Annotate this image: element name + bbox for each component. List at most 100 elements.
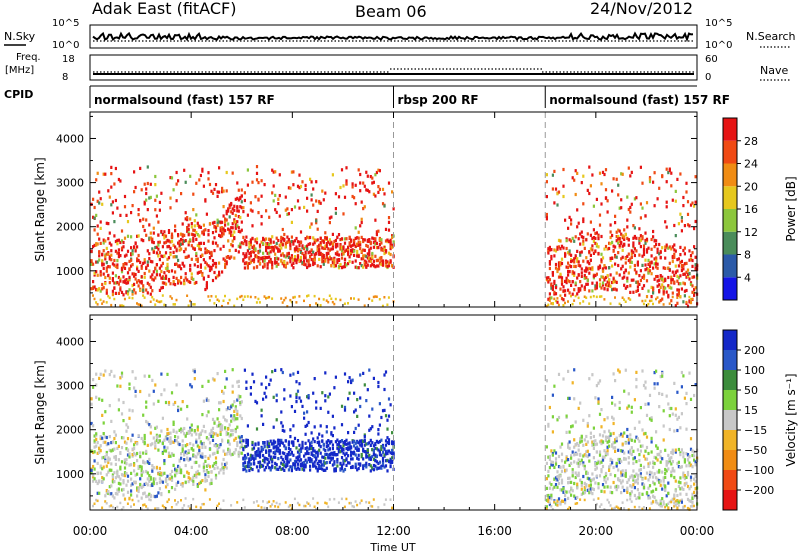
data-cell: [222, 205, 225, 209]
data-cell: [139, 454, 142, 459]
data-cell: [195, 438, 198, 442]
data-cell: [328, 238, 331, 242]
data-cell: [362, 256, 365, 261]
data-cell: [98, 258, 101, 262]
data-cell: [565, 238, 568, 243]
data-cell: [207, 398, 210, 403]
data-cell: [567, 288, 570, 292]
data-cell: [656, 458, 659, 462]
data-cell: [571, 424, 574, 428]
data-cell: [116, 251, 119, 255]
ground-scatter-cell: [612, 507, 615, 510]
data-cell: [227, 209, 230, 213]
data-cell: [676, 177, 679, 181]
data-cell: [126, 490, 130, 494]
data-cell: [263, 468, 266, 472]
data-cell: [107, 222, 110, 226]
data-cell: [98, 250, 101, 254]
data-cell: [618, 243, 621, 247]
data-cell: [614, 245, 617, 249]
data-cell: [347, 262, 350, 266]
data-cell: [348, 376, 351, 380]
data-cell: [570, 454, 573, 458]
data-cell: [262, 265, 265, 269]
data-cell: [556, 300, 559, 304]
ground-scatter-cell: [328, 498, 331, 501]
ground-scatter-cell: [319, 304, 322, 307]
data-cell: [248, 241, 251, 245]
data-cell: [679, 245, 682, 249]
data-cell: [608, 241, 611, 245]
data-cell: [249, 454, 252, 458]
data-cell: [101, 413, 104, 417]
ground-scatter-cell: [303, 504, 305, 508]
data-cell: [163, 271, 166, 275]
data-cell: [554, 460, 558, 464]
data-cell: [151, 277, 154, 281]
data-cell: [351, 451, 354, 455]
data-cell: [187, 233, 190, 237]
data-cell: [225, 452, 228, 456]
data-cell: [627, 441, 630, 445]
data-cell: [111, 200, 114, 204]
data-cell: [551, 302, 554, 306]
data-cell: [175, 170, 178, 175]
data-cell: [356, 445, 359, 449]
data-cell: [354, 465, 357, 470]
data-cell: [262, 422, 265, 426]
data-cell: [632, 461, 635, 465]
data-cell: [268, 382, 271, 387]
data-cell: [655, 500, 658, 504]
data-cell: [293, 459, 297, 463]
data-cell: [155, 245, 158, 249]
data-cell: [371, 454, 374, 459]
data-cell: [391, 243, 394, 247]
data-cell: [233, 409, 236, 413]
data-cell: [658, 452, 661, 456]
data-cell: [254, 442, 257, 446]
data-cell: [128, 455, 131, 459]
data-cell: [315, 458, 318, 462]
data-cell: [133, 274, 136, 278]
data-cell: [606, 280, 609, 284]
data-cell: [122, 293, 125, 297]
data-cell: [334, 468, 337, 472]
data-cell: [160, 191, 163, 195]
data-cell: [360, 200, 363, 204]
data-cell: [183, 426, 186, 431]
ground-scatter-cell: [567, 507, 569, 511]
data-cell: [187, 223, 190, 227]
data-cell: [609, 284, 612, 288]
data-cell: [239, 400, 242, 405]
ground-scatter-cell: [280, 297, 283, 300]
data-cell: [653, 461, 656, 466]
data-cell: [316, 209, 319, 213]
data-cell: [559, 261, 562, 265]
data-cell: [216, 244, 219, 248]
data-cell: [594, 273, 597, 278]
data-cell: [274, 466, 277, 470]
data-cell: [609, 458, 612, 462]
data-cell: [668, 261, 671, 265]
ground-scatter-cell: [263, 295, 266, 298]
data-cell: [327, 240, 330, 244]
data-cell: [627, 392, 630, 396]
data-cell: [588, 165, 591, 169]
data-cell: [275, 418, 278, 422]
data-cell: [169, 240, 172, 244]
data-cell: [151, 469, 154, 473]
data-cell: [157, 399, 160, 403]
data-cell: [284, 463, 287, 467]
data-cell: [582, 202, 585, 206]
data-cell: [313, 460, 316, 464]
data-cell: [658, 252, 661, 256]
data-cell: [325, 452, 328, 456]
data-cell: [234, 417, 237, 421]
data-cell: [224, 452, 227, 456]
data-cell: [375, 447, 378, 451]
ground-scatter-cell: [316, 501, 319, 505]
data-cell: [230, 255, 233, 259]
data-cell: [269, 468, 272, 472]
data-cell: [343, 459, 347, 463]
data-cell: [240, 435, 243, 439]
